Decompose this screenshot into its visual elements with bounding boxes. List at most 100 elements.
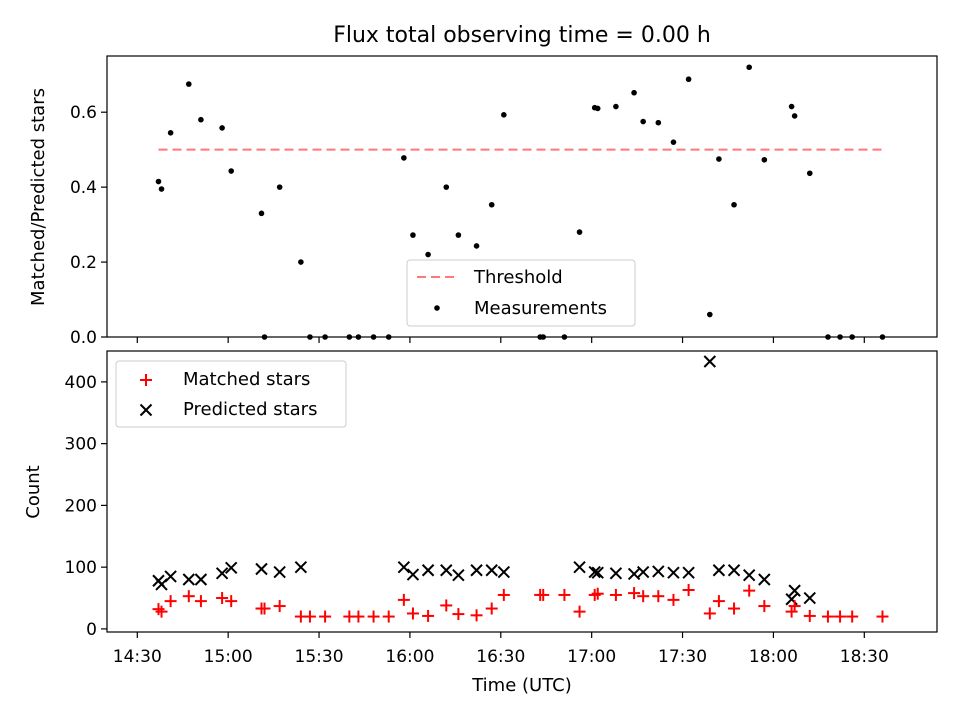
matched-stars-point	[155, 605, 168, 618]
x-tick-label: 16:00	[385, 647, 434, 667]
matched-stars-point	[591, 587, 604, 600]
measurement-point	[670, 139, 677, 145]
measurement-point	[746, 64, 752, 71]
legend-predicted-marker	[139, 403, 153, 417]
matched-stars-point	[182, 590, 195, 603]
measurement-point	[631, 89, 637, 96]
matched-stars-point	[537, 588, 550, 601]
measurement-points	[155, 64, 886, 340]
matched-stars-point	[452, 608, 465, 621]
measurement-point	[185, 81, 192, 87]
bottom-y-axis-label: Count	[23, 465, 44, 518]
matched-stars-point	[164, 595, 177, 608]
bottom-y-tick-label: 0	[86, 620, 97, 640]
bottom-legend: Matched stars Predicted stars	[115, 360, 347, 428]
measurement-point	[576, 229, 583, 235]
matched-stars-point	[876, 610, 889, 623]
predicted-stars-point	[652, 565, 665, 578]
x-tick-label: 18:30	[840, 647, 889, 667]
legend-measurements-marker	[434, 305, 440, 311]
x-axis-label: Time (UTC)	[471, 675, 572, 696]
matched-stars-point	[788, 600, 801, 613]
measurement-point	[473, 243, 480, 249]
predicted-stars-point	[273, 565, 286, 579]
legend-threshold-label: Threshold	[473, 267, 563, 288]
bottom-y-tick-label: 100	[65, 558, 97, 578]
predicted-stars-point	[573, 560, 586, 574]
measurement-point	[825, 334, 831, 340]
measurement-point	[716, 156, 722, 162]
matched-stars-point	[367, 610, 380, 623]
top-y-tick-label: 0.6	[70, 103, 97, 123]
measurement-point	[401, 155, 407, 161]
bottom-y-tick-label: 400	[65, 373, 97, 393]
measurement-point	[806, 170, 813, 177]
measurement-point	[276, 184, 283, 190]
matched-stars-point	[728, 602, 741, 615]
predicted-stars-point	[164, 570, 177, 583]
predicted-stars-point	[485, 564, 498, 577]
matched-stars-point	[406, 607, 419, 620]
legend-predicted-label: Predicted stars	[183, 399, 317, 420]
predicted-stars-point	[682, 566, 695, 579]
predicted-stars-point	[406, 568, 420, 581]
matched-stars-point	[758, 600, 771, 613]
matched-stars-point	[652, 590, 665, 603]
matched-stars-point	[397, 593, 410, 606]
matched-stars-point	[609, 588, 622, 601]
measurement-point	[385, 334, 392, 340]
matched-stars-point	[440, 599, 453, 612]
measurement-point	[355, 334, 362, 340]
predicted-stars-point	[667, 566, 680, 579]
predicted-stars-point	[470, 564, 483, 577]
predicted-stars-point	[727, 564, 741, 577]
predicted-stars-point	[294, 560, 308, 574]
matched-stars-point	[194, 595, 207, 608]
measurement-point	[561, 334, 568, 340]
measurement-point	[219, 125, 225, 131]
matched-stars-point	[573, 605, 586, 618]
matched-stars-point	[803, 609, 816, 622]
matched-stars-point	[303, 610, 316, 623]
matched-stars-point	[743, 584, 756, 597]
top-y-tick-label: 0.0	[70, 328, 97, 348]
predicted-stars-point	[255, 562, 268, 576]
x-tick-label: 15:00	[204, 647, 253, 667]
predicted-stars-point	[803, 591, 816, 605]
measurement-point	[258, 210, 265, 217]
predicted-stars-point	[397, 560, 411, 574]
measurement-point	[167, 130, 174, 136]
top-y-ticks: 0.0 0.2 0.4 0.6	[70, 103, 107, 348]
bottom-legend-box	[115, 360, 347, 428]
matched-stars-point	[628, 587, 641, 600]
top-y-axis-label: Matched/Predicted stars	[28, 88, 49, 306]
bottom-axes-frame	[106, 350, 938, 633]
matched-stars-point	[152, 603, 165, 616]
top-x-ticks	[136, 337, 865, 343]
measurement-point	[613, 103, 619, 110]
measurement-point	[685, 76, 692, 83]
matched-stars-point	[637, 590, 650, 603]
bottom-x-ticks: 14:30 15:00 15:30 16:00 16:30 17:00 17:30 18:00…	[113, 632, 889, 667]
matched-stars-point	[712, 595, 725, 608]
predicted-stars-point	[421, 564, 435, 577]
measurement-point	[488, 201, 495, 208]
x-tick-label: 16:30	[476, 647, 525, 667]
measurement-point	[158, 186, 165, 192]
matched-stars-point	[225, 595, 238, 608]
measurement-point	[788, 103, 795, 110]
measurement-point	[455, 232, 462, 238]
measurement-point	[410, 232, 416, 238]
measurement-point	[655, 119, 662, 126]
predicted-stars-point	[440, 564, 453, 577]
measurement-point	[707, 311, 713, 318]
measurement-point	[849, 334, 855, 340]
matched-stars-point	[216, 592, 229, 605]
bottom-y-tick-label: 200	[65, 496, 97, 516]
predicted-stars-point	[194, 573, 208, 586]
x-tick-label: 15:30	[295, 647, 344, 667]
measurement-point	[761, 156, 768, 163]
measurement-point	[594, 105, 601, 112]
matched-stars-point	[703, 607, 716, 620]
